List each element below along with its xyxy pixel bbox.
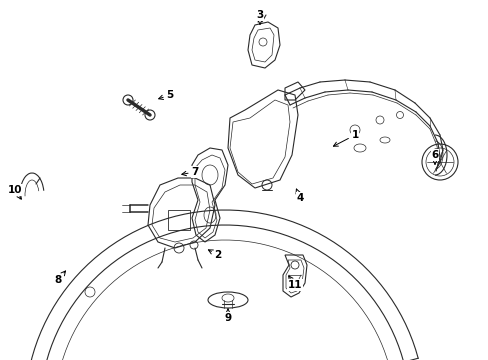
Text: 10: 10 [8, 185, 22, 199]
Text: 5: 5 [158, 90, 173, 100]
Text: 4: 4 [295, 189, 303, 203]
Text: 1: 1 [333, 130, 358, 146]
Text: 7: 7 [182, 167, 198, 177]
Text: 8: 8 [54, 271, 65, 285]
Text: 6: 6 [430, 150, 438, 164]
Text: 3: 3 [256, 10, 263, 24]
Text: 9: 9 [224, 309, 231, 323]
Text: 2: 2 [208, 250, 221, 260]
Text: 11: 11 [287, 276, 302, 290]
